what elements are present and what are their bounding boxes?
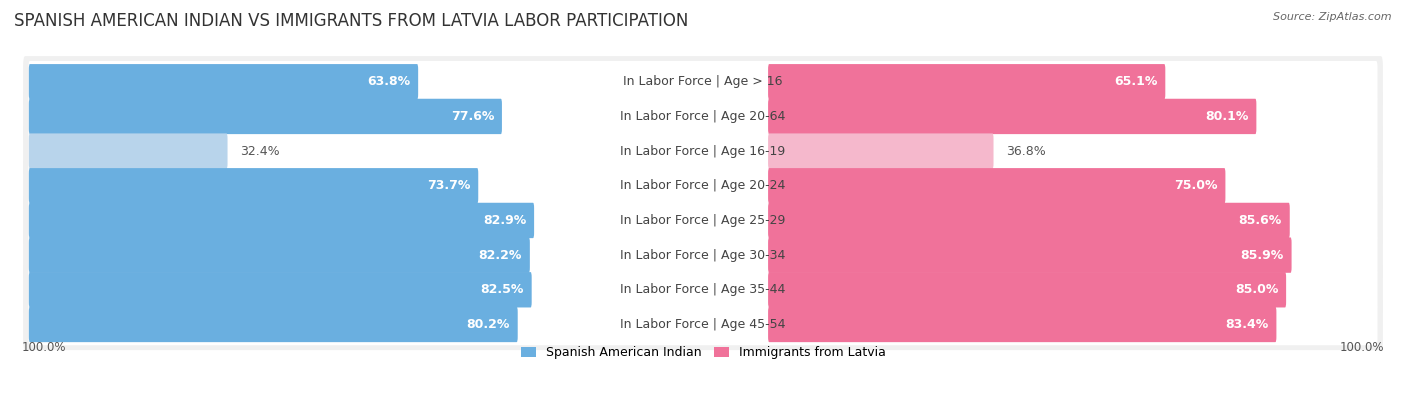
Text: In Labor Force | Age 45-54: In Labor Force | Age 45-54 bbox=[620, 318, 786, 331]
FancyBboxPatch shape bbox=[30, 237, 530, 273]
Text: 100.0%: 100.0% bbox=[21, 340, 66, 354]
Text: 80.1%: 80.1% bbox=[1205, 110, 1249, 123]
FancyBboxPatch shape bbox=[28, 304, 1378, 345]
FancyBboxPatch shape bbox=[28, 61, 1378, 103]
Text: 100.0%: 100.0% bbox=[1340, 340, 1385, 354]
FancyBboxPatch shape bbox=[28, 234, 1378, 276]
Text: 75.0%: 75.0% bbox=[1174, 179, 1218, 192]
FancyBboxPatch shape bbox=[22, 264, 1384, 316]
Text: 83.4%: 83.4% bbox=[1226, 318, 1268, 331]
Text: 82.2%: 82.2% bbox=[478, 248, 522, 261]
FancyBboxPatch shape bbox=[768, 237, 1292, 273]
FancyBboxPatch shape bbox=[28, 199, 1378, 241]
Text: In Labor Force | Age 16-19: In Labor Force | Age 16-19 bbox=[620, 145, 786, 158]
Text: 73.7%: 73.7% bbox=[427, 179, 471, 192]
FancyBboxPatch shape bbox=[768, 168, 1226, 203]
Legend: Spanish American Indian, Immigrants from Latvia: Spanish American Indian, Immigrants from… bbox=[516, 341, 890, 364]
FancyBboxPatch shape bbox=[22, 160, 1384, 211]
Text: In Labor Force | Age 20-24: In Labor Force | Age 20-24 bbox=[620, 179, 786, 192]
Text: In Labor Force | Age 30-34: In Labor Force | Age 30-34 bbox=[620, 248, 786, 261]
FancyBboxPatch shape bbox=[22, 91, 1384, 142]
Text: 63.8%: 63.8% bbox=[367, 75, 411, 88]
FancyBboxPatch shape bbox=[768, 99, 1257, 134]
FancyBboxPatch shape bbox=[30, 203, 534, 238]
FancyBboxPatch shape bbox=[768, 64, 1166, 100]
FancyBboxPatch shape bbox=[22, 195, 1384, 246]
FancyBboxPatch shape bbox=[30, 307, 517, 342]
FancyBboxPatch shape bbox=[30, 64, 418, 100]
Text: 80.2%: 80.2% bbox=[467, 318, 510, 331]
FancyBboxPatch shape bbox=[768, 307, 1277, 342]
Text: In Labor Force | Age 25-29: In Labor Force | Age 25-29 bbox=[620, 214, 786, 227]
FancyBboxPatch shape bbox=[30, 168, 478, 203]
FancyBboxPatch shape bbox=[22, 126, 1384, 177]
Text: In Labor Force | Age 20-64: In Labor Force | Age 20-64 bbox=[620, 110, 786, 123]
Text: 82.5%: 82.5% bbox=[481, 283, 524, 296]
Text: In Labor Force | Age > 16: In Labor Force | Age > 16 bbox=[623, 75, 783, 88]
FancyBboxPatch shape bbox=[22, 299, 1384, 350]
Text: 82.9%: 82.9% bbox=[484, 214, 526, 227]
Text: In Labor Force | Age 35-44: In Labor Force | Age 35-44 bbox=[620, 283, 786, 296]
FancyBboxPatch shape bbox=[30, 134, 228, 169]
Text: 36.8%: 36.8% bbox=[1005, 145, 1046, 158]
FancyBboxPatch shape bbox=[30, 99, 502, 134]
FancyBboxPatch shape bbox=[768, 203, 1289, 238]
FancyBboxPatch shape bbox=[30, 272, 531, 307]
FancyBboxPatch shape bbox=[22, 56, 1384, 107]
FancyBboxPatch shape bbox=[768, 272, 1286, 307]
Text: 85.9%: 85.9% bbox=[1240, 248, 1284, 261]
Text: 85.6%: 85.6% bbox=[1239, 214, 1282, 227]
FancyBboxPatch shape bbox=[768, 134, 994, 169]
FancyBboxPatch shape bbox=[28, 96, 1378, 137]
Text: SPANISH AMERICAN INDIAN VS IMMIGRANTS FROM LATVIA LABOR PARTICIPATION: SPANISH AMERICAN INDIAN VS IMMIGRANTS FR… bbox=[14, 12, 689, 30]
Text: 77.6%: 77.6% bbox=[451, 110, 494, 123]
Text: 32.4%: 32.4% bbox=[240, 145, 280, 158]
Text: 65.1%: 65.1% bbox=[1114, 75, 1157, 88]
Text: Source: ZipAtlas.com: Source: ZipAtlas.com bbox=[1274, 12, 1392, 22]
FancyBboxPatch shape bbox=[22, 229, 1384, 281]
FancyBboxPatch shape bbox=[28, 269, 1378, 310]
Text: 85.0%: 85.0% bbox=[1234, 283, 1278, 296]
FancyBboxPatch shape bbox=[28, 165, 1378, 207]
FancyBboxPatch shape bbox=[28, 130, 1378, 172]
